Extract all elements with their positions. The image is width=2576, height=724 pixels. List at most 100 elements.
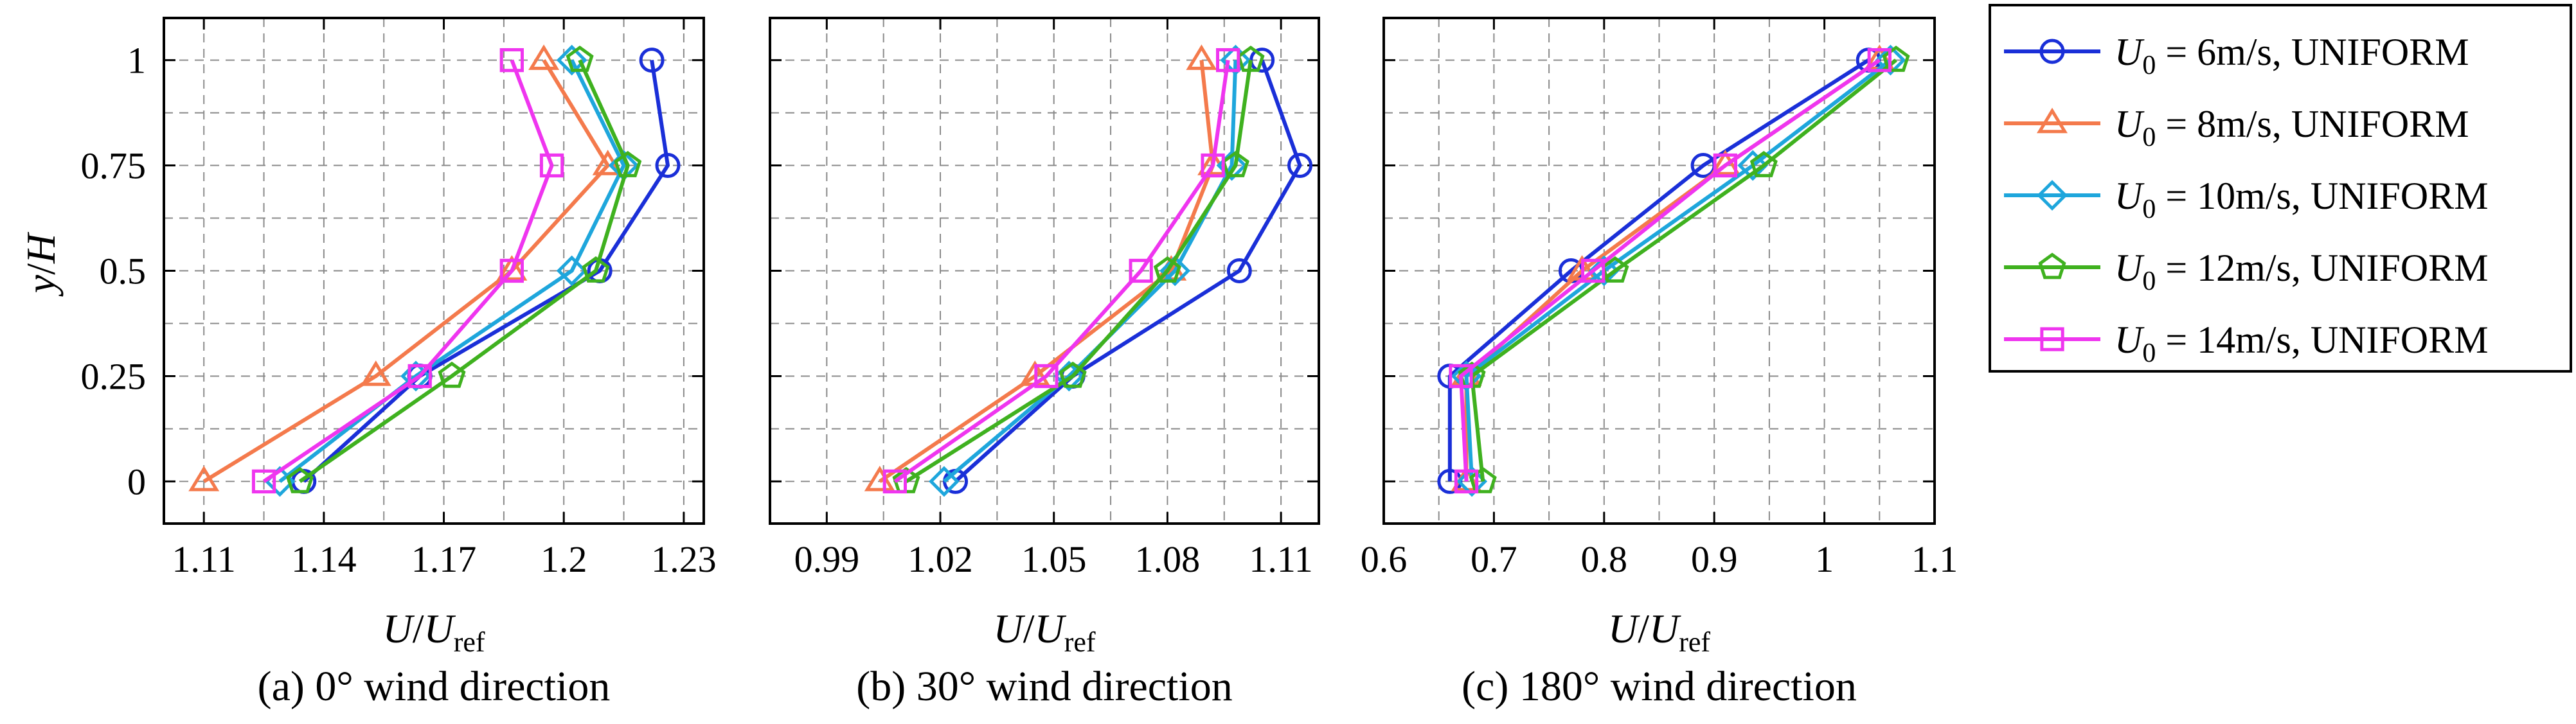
series-line xyxy=(954,59,1302,483)
data-point xyxy=(528,44,560,70)
data-point xyxy=(1287,153,1313,179)
data-point xyxy=(1220,44,1251,76)
legend-marker xyxy=(2038,252,2066,279)
data-point xyxy=(1469,466,1497,493)
data-point xyxy=(188,466,220,491)
x-tick-label: 1.23 xyxy=(651,538,717,580)
series-line xyxy=(298,59,630,483)
data-point xyxy=(566,45,594,72)
x-tick-label: 0.7 xyxy=(1471,538,1517,580)
series-4 xyxy=(1458,45,1910,493)
data-point xyxy=(286,466,314,493)
data-point xyxy=(882,469,908,494)
data-point xyxy=(1129,258,1153,283)
series-line xyxy=(879,60,1215,483)
legend-marker xyxy=(2039,39,2065,64)
series-1 xyxy=(943,48,1313,494)
panel-b: 0.99 1.02 1.05 1.08 1.11 U/Uref (b) 30° wind d… xyxy=(769,17,1320,710)
x-tick-label: 0.8 xyxy=(1581,538,1628,580)
x-tick-label: 1.11 xyxy=(1249,538,1312,580)
data-point xyxy=(556,255,587,287)
data-point xyxy=(1454,469,1479,494)
data-point xyxy=(1749,150,1778,177)
panel-c: 0.6 0.7 0.8 0.9 1 1.1 U/Uref (c) 180° wind dire… xyxy=(1361,17,1958,710)
y-tick-label: 1 xyxy=(127,40,146,82)
series-line xyxy=(278,59,626,483)
legend-label: U0 = 6m/s, UNIFORM xyxy=(2115,31,2469,80)
data-point xyxy=(1201,153,1225,178)
y-tick-label: 0 xyxy=(127,461,146,502)
x-tick-label: 1.05 xyxy=(1021,538,1087,580)
series-4 xyxy=(892,45,1265,493)
series-line xyxy=(905,60,1253,483)
data-point xyxy=(1159,255,1191,287)
legend-item: U0 = 14m/s, UNIFORM xyxy=(2004,319,2489,368)
series-line xyxy=(1458,58,1881,482)
data-point xyxy=(1737,150,1769,181)
data-point xyxy=(1186,44,1217,70)
legend-item: U0 = 8m/s, UNIFORM xyxy=(2004,103,2469,152)
panel-caption: (c) 180° wind direction xyxy=(1462,663,1857,710)
legend-marker xyxy=(2037,107,2068,134)
y-tick-label: 0.25 xyxy=(81,355,147,397)
data-point xyxy=(499,48,524,73)
data-point xyxy=(539,153,564,178)
series-2 xyxy=(864,44,1229,491)
data-point xyxy=(407,364,432,389)
data-point xyxy=(1215,48,1240,73)
x-tick-label: 1.17 xyxy=(411,538,477,580)
data-point xyxy=(1713,153,1737,178)
series-line xyxy=(302,60,670,483)
data-point xyxy=(1581,258,1606,283)
data-point xyxy=(655,153,681,179)
y-tick-label: 0.5 xyxy=(100,251,147,292)
x-tick-label: 0.99 xyxy=(794,538,860,580)
data-point xyxy=(438,361,466,388)
series-5 xyxy=(251,48,564,494)
series-line xyxy=(942,60,1238,483)
y-tick-label: 0.75 xyxy=(81,145,147,187)
series-line xyxy=(893,60,1230,483)
series-line xyxy=(1447,58,1870,482)
x-tick-label: 1.02 xyxy=(908,538,973,580)
data-point xyxy=(496,255,528,281)
panel-caption: (b) 30° wind direction xyxy=(856,663,1232,710)
series-4 xyxy=(286,45,642,493)
data-point xyxy=(1875,44,1906,76)
data-point xyxy=(1449,364,1473,389)
data-point xyxy=(1153,256,1181,283)
data-point xyxy=(1034,364,1059,389)
series-5 xyxy=(882,48,1240,494)
x-tick-label: 1.08 xyxy=(1135,538,1201,580)
series-line xyxy=(1470,58,1897,482)
legend-marker xyxy=(2040,327,2064,351)
data-point xyxy=(582,256,610,283)
x-tick-label: 1.14 xyxy=(291,538,357,580)
series-3 xyxy=(928,44,1251,497)
y-axis-title: y/H xyxy=(18,231,64,297)
legend-item: U0 = 10m/s, UNIFORM xyxy=(2004,175,2489,224)
x-axis-title: U/Uref xyxy=(1608,606,1710,658)
data-point xyxy=(360,360,391,386)
legend-item: U0 = 12m/s, UNIFORM xyxy=(2004,247,2489,296)
data-point xyxy=(1249,48,1275,73)
data-point xyxy=(556,44,587,76)
x-tick-label: 1.2 xyxy=(541,538,587,580)
data-point xyxy=(1588,255,1620,287)
series-line xyxy=(262,59,554,483)
data-point xyxy=(639,48,665,73)
data-point xyxy=(1221,150,1249,177)
legend-marker xyxy=(2037,180,2068,211)
data-point xyxy=(1882,45,1910,72)
legend-label: U0 = 12m/s, UNIFORM xyxy=(2115,247,2489,296)
series-5 xyxy=(1449,48,1892,494)
legend-box xyxy=(1989,4,2572,373)
data-point xyxy=(251,469,276,494)
panel-caption: (a) 0° wind direction xyxy=(258,663,611,710)
legend-item: U0 = 6m/s, UNIFORM xyxy=(2004,31,2469,80)
data-point xyxy=(614,150,642,177)
panel-a: 1.11 1.14 1.17 1.2 1.23 0 0.25 0.5 0.75 1 U/Uref (a… xyxy=(81,17,717,710)
data-point xyxy=(1237,45,1265,72)
data-point xyxy=(1867,48,1892,73)
